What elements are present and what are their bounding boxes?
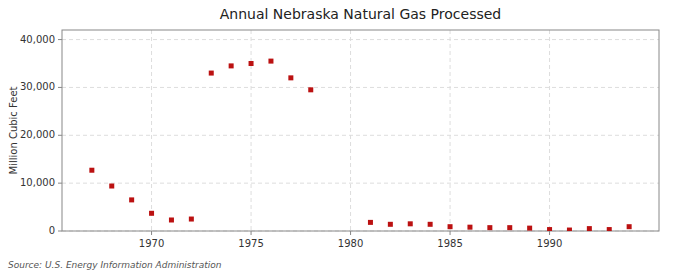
data-point [408,221,413,226]
y-tick-label: 20,000 [20,129,55,140]
y-tick-label: 10,000 [20,177,55,188]
data-point [209,71,214,76]
x-tick-label: 1980 [338,238,363,249]
x-grid-line [549,30,550,231]
data-point [368,220,373,225]
x-tick-label: 1975 [238,238,263,249]
data-point [467,225,472,230]
y-tick-label: 30,000 [20,81,55,92]
x-tick-label: 1970 [139,238,164,249]
data-point [388,222,393,227]
points [89,59,631,231]
data-point [308,87,313,92]
y-tick-label: 0 [49,225,55,236]
data-point [229,63,234,68]
data-point [288,75,293,80]
data-point [567,228,572,231]
y-grid-line [62,183,659,184]
x-tick [251,231,252,235]
data-point [169,217,174,222]
data-point [89,168,94,173]
data-point [428,222,433,227]
data-point [587,226,592,231]
x-grid-line [350,30,351,231]
grid [62,30,659,231]
y-tick [58,231,62,232]
chart-title: Annual Nebraska Natural Gas Processed [220,6,501,22]
data-point [109,184,114,189]
data-point [149,211,154,216]
x-tick-label: 1990 [537,238,562,249]
data-point [487,225,492,230]
data-point [627,224,632,229]
data-point [547,227,552,231]
y-tick [58,87,62,88]
y-tick [58,135,62,136]
x-tick [450,231,451,235]
y-axis-label: Million Cubic Feet [8,86,19,174]
x-tick [549,231,550,235]
data-point [527,226,532,231]
data-point [448,224,453,229]
x-grid-line [450,30,451,231]
data-point [249,61,254,66]
y-tick-label: 40,000 [20,34,55,45]
plot-frame [62,30,659,231]
x-grid-line [251,30,252,231]
data-point [607,227,612,231]
x-tick [151,231,152,235]
data-point [507,225,512,230]
chart-container: 0 10,000 20,000 30,000 40,000 1970 1975 1980 198… [0,0,675,275]
data-point [268,59,273,64]
y-tick [58,183,62,184]
x-tick [350,231,351,235]
source-note: Source: U.S. Energy Information Administ… [8,260,222,270]
y-tick [58,39,62,40]
axes: 0 10,000 20,000 30,000 40,000 1970 1975 1980 198… [20,34,562,249]
chart-svg: 0 10,000 20,000 30,000 40,000 1970 1975 1980 198… [0,0,675,275]
data-point [129,197,134,202]
plot-background [62,30,659,231]
data-point [189,217,194,222]
x-grid-line [151,30,152,231]
x-tick-label: 1985 [437,238,462,249]
